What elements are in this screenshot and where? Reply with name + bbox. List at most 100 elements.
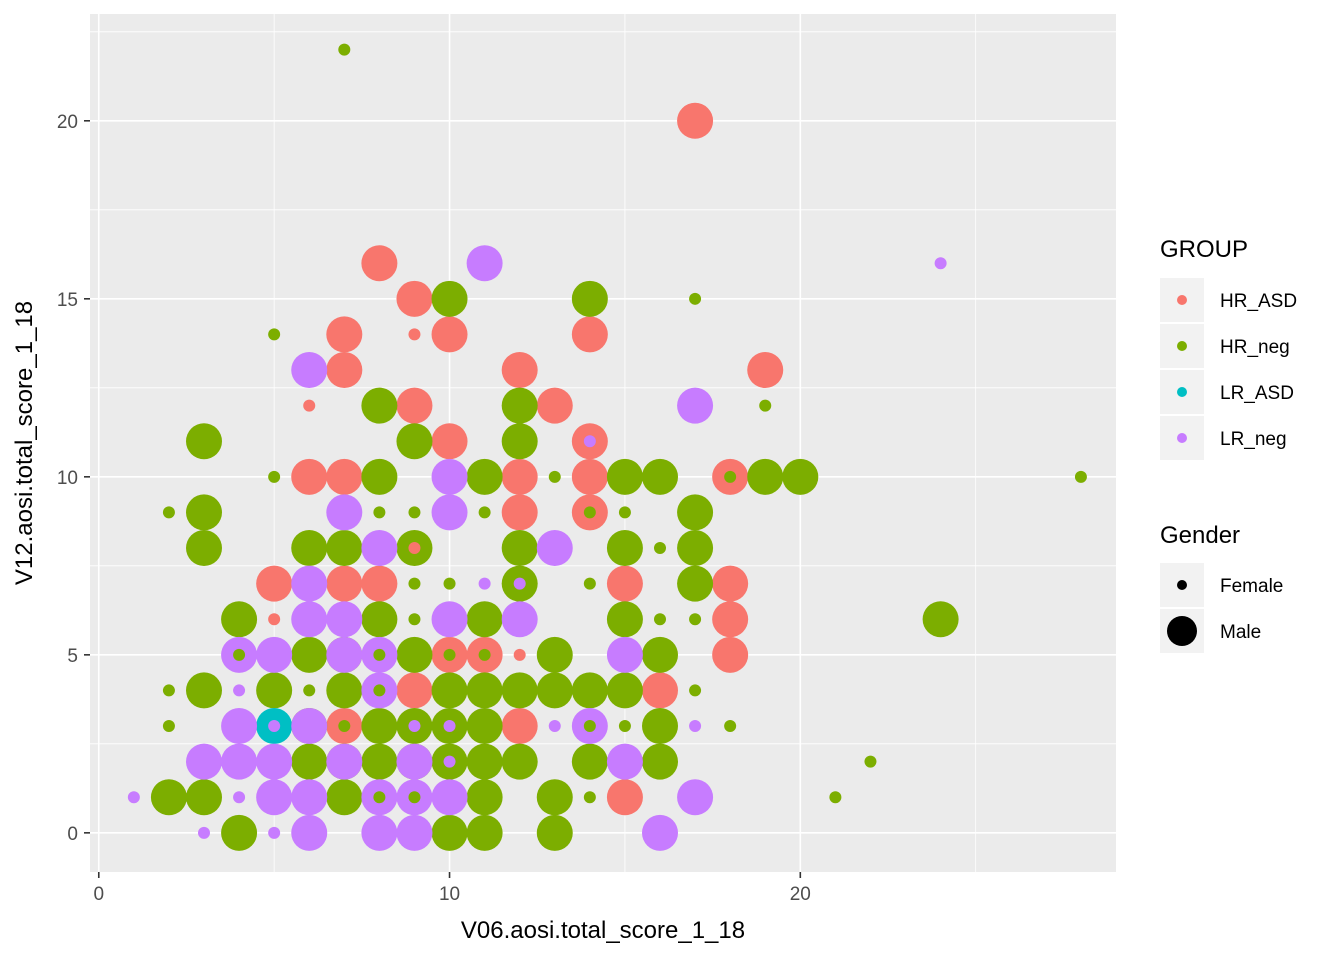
point-hr-neg — [396, 423, 433, 460]
point-hr-neg — [361, 458, 398, 495]
point-hr-neg — [829, 791, 842, 804]
point-hr-neg — [571, 672, 608, 709]
point-hr-neg — [338, 43, 351, 56]
point-hr-neg — [186, 494, 222, 531]
point-hr-asd — [396, 672, 433, 709]
point-hr-asd — [431, 423, 468, 460]
y-axis: 0 5 10 15 20 — [57, 112, 90, 845]
point-hr-asd — [431, 316, 468, 353]
legend-key-lr-asd — [1177, 387, 1187, 397]
point-hr-asd — [291, 458, 328, 495]
point-hr-neg — [268, 470, 281, 483]
point-lr-neg — [536, 530, 573, 567]
point-hr-neg — [466, 814, 503, 851]
legend-key-hr-asd — [1177, 295, 1187, 305]
point-lr-neg — [689, 720, 702, 733]
point-hr-neg — [326, 779, 363, 816]
point-hr-asd — [501, 458, 538, 495]
point-hr-neg — [583, 720, 596, 733]
point-hr-neg — [373, 506, 386, 519]
point-hr-neg — [618, 720, 631, 733]
point-hr-asd — [712, 636, 749, 673]
legend-label: HR_neg — [1220, 337, 1290, 358]
point-hr-asd — [571, 458, 608, 495]
point-lr-neg — [233, 791, 246, 804]
y-tick-label: 10 — [57, 468, 78, 489]
point-hr-neg — [536, 814, 573, 851]
legend-label: HR_ASD — [1220, 291, 1297, 312]
point-hr-neg — [186, 672, 222, 709]
point-lr-neg — [548, 720, 561, 733]
point-lr-neg — [466, 245, 503, 282]
point-lr-neg — [431, 458, 468, 495]
point-hr-asd — [396, 280, 433, 317]
point-hr-neg — [408, 506, 421, 519]
point-lr-neg — [431, 601, 468, 638]
point-hr-neg — [606, 601, 643, 638]
point-hr-asd — [712, 565, 749, 602]
legend-key-male — [1167, 616, 1197, 646]
point-hr-neg — [186, 530, 222, 567]
point-hr-neg — [583, 791, 596, 804]
point-hr-neg — [256, 672, 293, 709]
point-hr-neg — [759, 399, 772, 412]
x-axis-title: V06.aosi.total_score_1_18 — [461, 917, 745, 944]
point-hr-neg — [583, 577, 596, 590]
point-hr-asd — [256, 565, 293, 602]
point-hr-neg — [618, 506, 631, 519]
point-hr-neg — [478, 648, 491, 661]
point-hr-asd — [606, 565, 643, 602]
point-hr-neg — [221, 601, 258, 638]
point-hr-asd — [642, 672, 678, 709]
point-hr-neg — [431, 672, 468, 709]
point-hr-asd — [408, 542, 421, 555]
point-lr-neg — [677, 779, 714, 816]
x-tick-label: 10 — [439, 884, 460, 905]
point-hr-asd — [326, 565, 363, 602]
point-hr-neg — [478, 506, 491, 519]
point-hr-neg — [642, 743, 678, 780]
point-lr-neg — [291, 708, 328, 745]
point-lr-neg — [408, 720, 421, 733]
point-hr-asd — [606, 779, 643, 816]
minor-gridlines — [90, 14, 1116, 872]
point-hr-asd — [408, 328, 421, 341]
point-hr-neg — [162, 684, 175, 697]
point-hr-neg — [326, 672, 363, 709]
point-lr-neg — [268, 826, 281, 839]
point-hr-neg — [689, 684, 702, 697]
point-hr-neg — [303, 684, 316, 697]
point-lr-neg — [221, 743, 258, 780]
point-hr-neg — [677, 565, 714, 602]
point-hr-neg — [268, 328, 281, 341]
legend-label: Male — [1220, 622, 1261, 643]
point-hr-neg — [501, 672, 538, 709]
point-hr-neg — [864, 755, 877, 768]
point-lr-neg — [443, 755, 456, 768]
x-axis: 0 10 20 — [93, 872, 811, 905]
point-hr-asd — [326, 458, 363, 495]
point-hr-neg — [221, 814, 258, 851]
point-hr-neg — [466, 779, 503, 816]
point-hr-neg — [642, 636, 678, 673]
point-hr-neg — [501, 743, 538, 780]
point-hr-neg — [431, 814, 468, 851]
point-lr-neg — [642, 814, 678, 851]
point-hr-asd — [501, 352, 538, 389]
point-lr-neg — [291, 601, 328, 638]
point-hr-neg — [501, 423, 538, 460]
point-hr-asd — [677, 102, 714, 139]
y-axis-title: V12.aosi.total_score_1_18 — [11, 301, 38, 585]
point-hr-neg — [724, 720, 737, 733]
point-hr-neg — [466, 601, 503, 638]
point-hr-asd — [513, 648, 526, 661]
point-hr-neg — [361, 601, 398, 638]
point-hr-neg — [361, 387, 398, 424]
point-lr-neg — [606, 743, 643, 780]
point-hr-neg — [373, 684, 386, 697]
point-hr-neg — [466, 672, 503, 709]
point-lr-neg — [361, 814, 398, 851]
point-lr-neg — [934, 257, 947, 270]
legend: GROUP HR_ASD HR_neg LR_ASD LR_neg Gender Fe… — [1160, 236, 1297, 653]
point-lr-neg — [221, 708, 258, 745]
